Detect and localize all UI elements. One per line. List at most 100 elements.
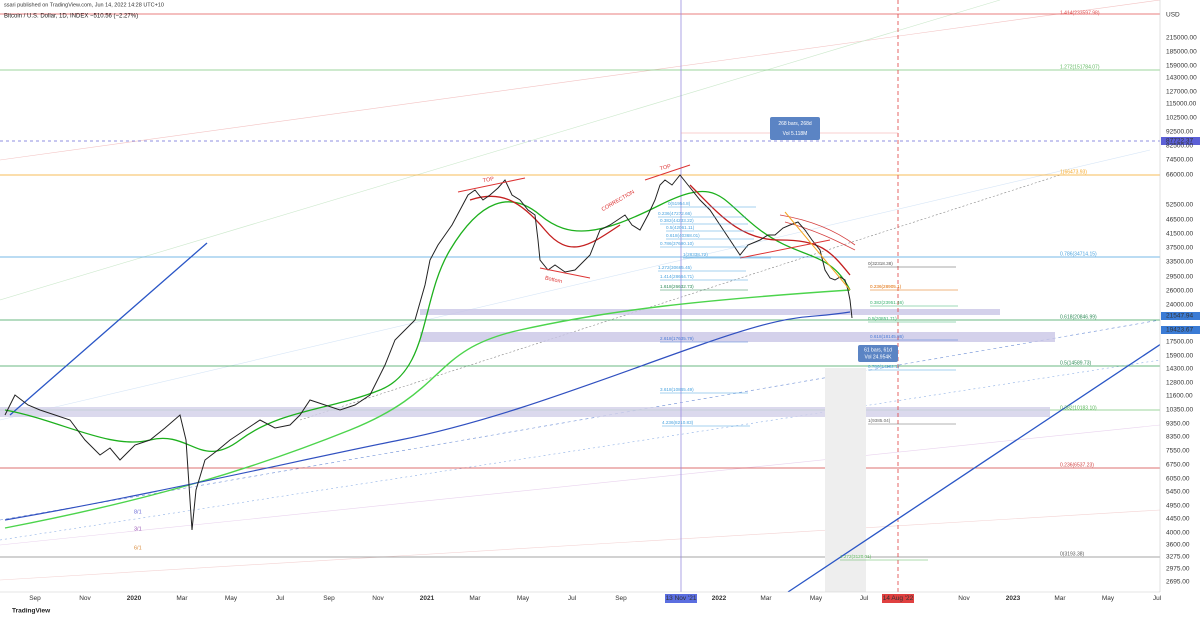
measure-box (770, 117, 820, 140)
ma (4, 190, 851, 452)
annotation: TOP (659, 164, 672, 173)
time-label: 2020 (127, 595, 142, 602)
zone (0, 407, 1050, 417)
drawing (784, 211, 851, 291)
fib-label: 0.618(20846.99) (1060, 314, 1097, 320)
price-label: 24000.00 (1166, 302, 1193, 309)
price-label: 143000.00 (1166, 75, 1197, 82)
time-label: Mar (760, 595, 772, 602)
price-label: 127000.00 (1166, 89, 1197, 96)
price-label: 37500.00 (1166, 245, 1193, 252)
time-label: Jul (1153, 595, 1162, 602)
price-label: 19423.67 (1166, 327, 1193, 334)
date-badge (882, 594, 914, 603)
price-label: 159000.00 (1166, 63, 1197, 70)
price-label: 2695.00 (1166, 579, 1190, 586)
fib-label: 0.236(6537.23) (1060, 462, 1094, 468)
annotation: 3/1 (134, 526, 142, 532)
price-badge (1161, 312, 1200, 320)
price-label: 12800.00 (1166, 380, 1193, 387)
time-label: Sep (615, 595, 627, 602)
drawing (739, 239, 831, 259)
measure-zone (825, 368, 866, 592)
price-label: 115000.00 (1166, 101, 1197, 108)
annotation: TOP (482, 176, 495, 184)
zone (420, 332, 1055, 342)
price-label: 5450.00 (1166, 489, 1190, 496)
time-label: Mar (469, 595, 481, 602)
price (4, 174, 853, 531)
fib-label: 1.618(26632.73) (660, 284, 694, 289)
time-label: Jul (276, 595, 285, 602)
price-label: 8350.00 (1166, 434, 1190, 441)
price-label: 2975.00 (1166, 566, 1190, 573)
price-label: 26000.00 (1166, 288, 1193, 295)
published: ssari published on TradingView.com, Jun … (4, 2, 164, 8)
date-badge (665, 594, 697, 603)
measure-vol: Vol 24.954K (865, 355, 893, 361)
price-label: 6050.00 (1166, 476, 1190, 483)
measure-vol: Vol 5.118M (783, 131, 808, 137)
price-label: 215000.00 (1166, 35, 1197, 42)
time-label: May (1102, 595, 1115, 602)
time-label: Sep (29, 595, 41, 602)
measure-bars: 268 bars, 268d (778, 121, 812, 127)
price-label: 4950.00 (1166, 503, 1190, 510)
time-label: 2023 (1006, 595, 1021, 602)
price-label: 87722.37 (1166, 138, 1193, 145)
price-label: 66000.00 (1166, 172, 1193, 179)
fib-label: 1(28338.72) (683, 252, 708, 257)
axis-unit: USD (1166, 12, 1180, 19)
time-label: Mar (1054, 595, 1066, 602)
annotation: 8/1 (134, 509, 142, 515)
price-label: 15900.00 (1166, 353, 1193, 360)
time-label: May (810, 595, 823, 602)
fib-label: 1.272(30665.45) (658, 265, 692, 270)
price-label: 3275.00 (1166, 554, 1190, 561)
fib-label: 2.618(17635.79) (660, 336, 694, 341)
price-badge (1161, 326, 1200, 334)
price-label: 92500.00 (1166, 129, 1193, 136)
measure-box (858, 345, 898, 362)
drawing (457, 177, 526, 193)
fib-label: 0(3193.38) (1060, 551, 1085, 557)
fan-lines (0, 0, 1161, 581)
fib-label: 1(66473.93) (1060, 169, 1087, 175)
fib-label: 0.618(18145.86) (870, 334, 904, 339)
measure-bars: 61 bars, 61d (864, 347, 892, 353)
fib-label: 0.236(47272.66) (658, 211, 692, 216)
fib-label: 1.414(28664.71) (660, 274, 694, 279)
time-label: Jul (860, 595, 869, 602)
time-label: 2022 (712, 595, 727, 602)
ma (4, 311, 851, 521)
price-label: 102500.00 (1166, 115, 1197, 122)
fib-label: 0.382(44233.22) (660, 218, 694, 223)
time-label: Sep (323, 595, 335, 602)
fib-label: 0.786(37690.10) (660, 241, 694, 246)
time-label: Nov (79, 595, 91, 602)
symbol: Bitcoin / U.S. Dollar, 1D, INDEX −510.56… (4, 14, 138, 20)
price-label: 29500.00 (1166, 274, 1193, 281)
price-label: 6750.00 (1166, 462, 1190, 469)
price-label: 4450.00 (1166, 516, 1190, 523)
fib-label: 1.272(151784.07) (1060, 64, 1100, 70)
time-label: 2021 (420, 595, 435, 602)
fib-label: 1.272(3120.01) (840, 554, 872, 559)
time-label: Mar (176, 595, 188, 602)
annotation: Bottom (544, 276, 563, 286)
price-label: 33500.00 (1166, 259, 1193, 266)
trendline (9, 242, 208, 416)
price-label: 46500.00 (1166, 217, 1193, 224)
fib-label: 0(32318.38) (868, 261, 893, 266)
fib-label: 3.618(10865.49) (660, 387, 694, 392)
footer: TradingView (12, 608, 51, 615)
axes: USD 215000.00 185000.00 159000.00 143000.00 1… (29, 12, 1200, 603)
time-label: Nov (372, 595, 384, 602)
price-label: 9350.00 (1166, 421, 1190, 428)
price-label: 7550.00 (1166, 448, 1190, 455)
time-label: May (225, 595, 238, 602)
price-label: 17500.00 (1166, 339, 1193, 346)
zone (420, 309, 1000, 315)
overlay: 1.414(233597.98) 1.272(151784.07) 1(66473.… (134, 10, 1100, 561)
